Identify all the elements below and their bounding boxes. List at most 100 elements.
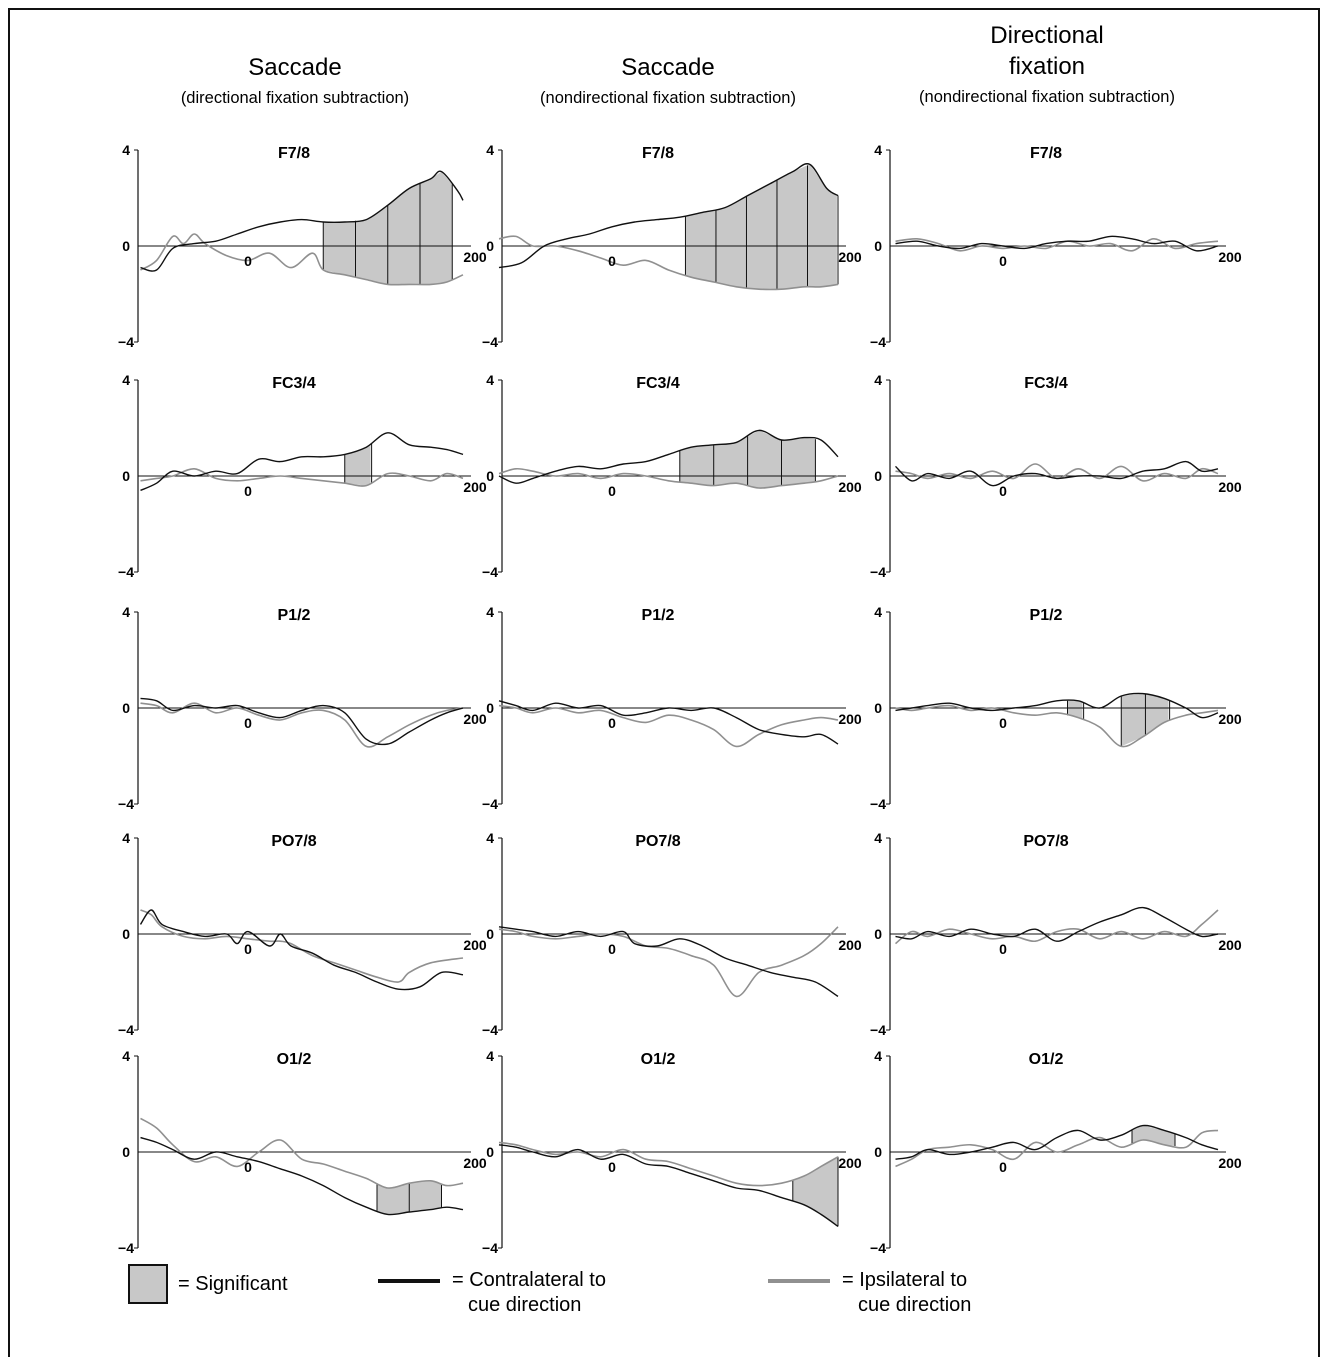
y-tick-label: 4 (874, 1048, 882, 1064)
y-tick-label: 0 (486, 1144, 494, 1160)
contralateral-series-line (140, 1136, 464, 1216)
ipsilateral-series-line (140, 909, 464, 983)
legend-contralateral-line-0: = Contralateral to (452, 1269, 606, 1291)
legend-ipsilateral-label: = Ipsilateral to cue direction (842, 1268, 971, 1318)
significant-region (685, 164, 837, 290)
y-tick-label: 0 (122, 468, 130, 484)
x-tick-label: 0 (999, 483, 1007, 499)
x-tick-label: 200 (463, 479, 487, 495)
contralateral-series-line (895, 692, 1219, 719)
panel-po7-8-col-0: 4 0 −4 0 200 PO7/8 (118, 830, 487, 1038)
y-tick-label: −4 (870, 564, 886, 580)
panel-title: F7/8 (642, 145, 674, 162)
y-tick-label: 4 (486, 372, 494, 388)
x-tick-label: 200 (838, 479, 862, 495)
column-subtitle-0: (directional fixation subtraction) (180, 89, 410, 107)
y-tick-label: 0 (122, 1144, 130, 1160)
panel-title: P1/2 (1030, 607, 1063, 624)
y-tick-label: 4 (874, 372, 882, 388)
y-tick-label: 4 (122, 142, 130, 158)
column-header-1: Saccade (nondirectional fixation subtrac… (478, 52, 858, 109)
y-tick-label: 0 (486, 926, 494, 942)
contralateral-series-line (895, 460, 1219, 487)
panel-o1-2-col-1: 4 0 −4 0 200 O1/2 (482, 1048, 862, 1256)
y-tick-label: 4 (486, 142, 494, 158)
significant-region (792, 1156, 838, 1227)
y-tick-label: −4 (118, 796, 134, 812)
panel-fc3-4-col-2: 4 0 −4 0 200 FC3/4 (870, 372, 1242, 580)
contralateral-series-line (498, 1144, 839, 1227)
panel-title: P1/2 (642, 607, 675, 624)
y-tick-label: −4 (118, 1022, 134, 1038)
panel-fc3-4-col-1: 4 0 −4 0 200 FC3/4 (482, 372, 862, 580)
y-tick-label: 0 (122, 700, 130, 716)
panel-title: F7/8 (1030, 145, 1062, 162)
x-tick-label: 0 (999, 253, 1007, 269)
panel-title: FC3/4 (1024, 375, 1068, 392)
panel-po7-8-col-1: 4 0 −4 0 200 PO7/8 (482, 830, 862, 1038)
ipsilateral-series-line (498, 1141, 839, 1187)
y-tick-label: 4 (122, 372, 130, 388)
x-tick-label: 200 (463, 937, 487, 953)
contralateral-series-line (139, 909, 464, 991)
panel-title: PO7/8 (271, 833, 316, 850)
y-tick-label: 0 (122, 926, 130, 942)
panel-o1-2-col-2: 4 0 −4 0 200 O1/2 (870, 1048, 1242, 1256)
ipsilateral-series-line (140, 233, 464, 286)
x-tick-label: 200 (1218, 479, 1242, 495)
panel-po7-8-col-2: 4 0 −4 0 200 PO7/8 (870, 830, 1242, 1038)
y-tick-label: −4 (118, 564, 134, 580)
panel-title: FC3/4 (272, 375, 316, 392)
legend-significant-label: = Significant (178, 1273, 288, 1295)
y-tick-label: −4 (482, 1240, 498, 1256)
x-tick-label: 200 (463, 711, 487, 727)
column-title-0-line-0: Saccade (248, 54, 342, 81)
y-tick-label: 4 (122, 830, 130, 846)
column-title-2-line-1: fixation (1008, 53, 1086, 80)
contralateral-series-line (895, 235, 1219, 252)
column-header-0: Saccade (directional fixation subtractio… (105, 52, 485, 109)
legend-ipsilateral-line-1: cue direction (858, 1294, 972, 1316)
contralateral-series-line (895, 1124, 1219, 1160)
column-subtitle-2: (nondirectional fixation subtraction) (919, 88, 1175, 106)
contralateral-series-line (140, 170, 464, 272)
contralateral-series-line (140, 697, 464, 746)
ipsilateral-series-line (895, 704, 1219, 748)
ipsilateral-series-line (498, 704, 839, 748)
y-tick-label: −4 (482, 564, 498, 580)
x-tick-label: 200 (838, 711, 862, 727)
panel-p1-2-col-0: 4 0 −4 0 200 P1/2 (118, 604, 487, 812)
legend-ipsilateral-line-0: = Ipsilateral to (842, 1269, 968, 1291)
panel-title: O1/2 (641, 1051, 676, 1068)
y-tick-label: 0 (486, 468, 494, 484)
x-tick-label: 0 (999, 1159, 1007, 1175)
contralateral-series-line (140, 432, 464, 492)
y-tick-label: 0 (874, 468, 882, 484)
panel-f7-8-col-1: 4 0 −4 0 200 F7/8 (482, 142, 862, 350)
x-tick-label: 200 (1218, 711, 1242, 727)
significant-swatch-icon (128, 1264, 168, 1304)
legend-contralateral-line-1: cue direction (468, 1294, 582, 1316)
y-tick-label: 4 (122, 1048, 130, 1064)
contralateral-series-line (498, 163, 839, 269)
x-tick-label: 0 (608, 483, 616, 499)
y-tick-label: 0 (486, 700, 494, 716)
y-tick-label: 4 (486, 830, 494, 846)
significant-region (1121, 693, 1169, 747)
contralateral-series-line (498, 926, 839, 997)
y-tick-label: −4 (482, 334, 498, 350)
y-tick-label: 4 (486, 604, 494, 620)
x-tick-label: 0 (608, 941, 616, 957)
panel-fc3-4-col-0: 4 0 −4 0 200 FC3/4 (118, 372, 487, 580)
y-tick-label: 4 (874, 604, 882, 620)
y-tick-label: −4 (482, 1022, 498, 1038)
ipsilateral-line-icon (768, 1279, 830, 1283)
y-tick-label: −4 (870, 334, 886, 350)
legend-contralateral-label: = Contralateral to cue direction (452, 1268, 606, 1318)
x-tick-label: 0 (244, 483, 252, 499)
ipsilateral-series-line (140, 467, 464, 487)
y-tick-label: 0 (874, 926, 882, 942)
y-tick-label: 4 (874, 142, 882, 158)
y-tick-label: −4 (870, 796, 886, 812)
x-tick-label: 200 (463, 1155, 487, 1171)
